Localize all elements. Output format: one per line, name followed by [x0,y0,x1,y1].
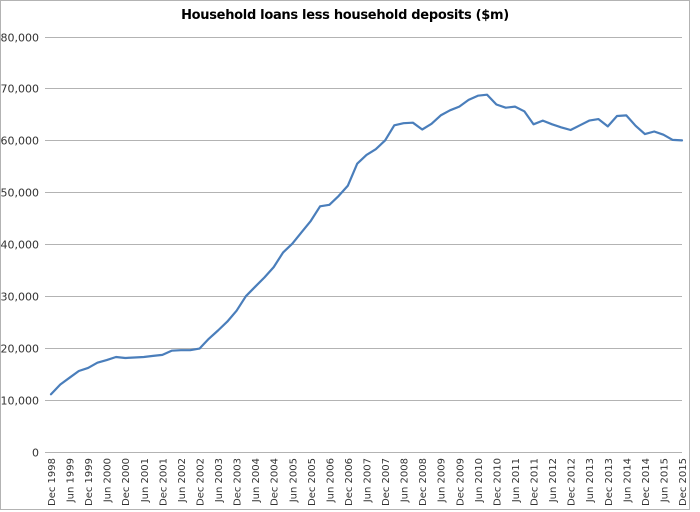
x-axis-labels: Dec 1998 Jun 1999 Dec 1999 Jun 2000 Dec 2000… [47,458,689,506]
x-tick-label: Dec 2000 [121,458,132,506]
x-tick-label: Jun 2008 [400,458,411,503]
x-tick-label: Jun 2007 [363,458,374,503]
y-axis-labels: 0 10,000 20,000 30,000 40,000 50,000 60,000 70,… [1,32,40,460]
x-tick-label: Jun 1999 [66,458,77,503]
x-tick-label: Dec 2002 [195,458,206,506]
y-tick-label: 60,000 [1,135,40,148]
x-tick-label: Jun 2015 [659,458,670,503]
x-tick-label: Dec 2014 [641,458,652,506]
x-tick-label: Dec 2007 [381,458,392,506]
x-tick-label: Jun 2010 [474,458,485,503]
x-tick-label: Jun 2006 [325,458,336,503]
x-tick-label: Jun 2012 [548,458,559,503]
x-tick-label: Jun 2004 [251,458,262,503]
series-line [49,93,684,396]
y-tick-label: 20,000 [1,343,40,356]
x-tick-label: Dec 1999 [84,458,95,506]
x-tick-label: Jun 2003 [214,458,225,503]
x-tick-label: Jun 2000 [103,458,114,503]
y-tick-label: 40,000 [1,239,40,252]
x-tick-label: Jun 2002 [177,458,188,503]
x-tick-label: Dec 2015 [678,458,689,506]
chart-title: Household loans less household deposits … [181,8,509,23]
y-tick-label: 80,000 [1,32,40,45]
x-tick-label: Dec 2003 [233,458,244,506]
x-tick-label: Dec 2004 [270,458,281,506]
x-tick-label: Jun 2013 [585,458,596,503]
x-tick-label: Dec 2001 [158,458,169,506]
data-series [49,93,684,396]
x-tick-label: Jun 2001 [140,458,151,503]
x-tick-label: Dec 2013 [604,458,615,506]
x-tick-label: Dec 1998 [47,458,58,506]
y-tick-label: 10,000 [1,395,40,408]
x-tick-label: Dec 2012 [567,458,578,506]
y-tick-label: 30,000 [1,291,40,304]
x-tick-label: Dec 2005 [307,458,318,506]
x-tick-label: Jun 2005 [288,458,299,503]
gridlines [45,37,682,453]
y-tick-label: 70,000 [1,83,40,96]
x-tick-label: Dec 2008 [418,458,429,506]
x-tick-label: Dec 2006 [344,458,355,506]
x-tick-label: Jun 2009 [437,458,448,503]
x-tick-label: Jun 2011 [511,458,522,503]
y-tick-label: 50,000 [1,187,40,200]
x-tick-label: Dec 2010 [492,458,503,506]
y-tick-label: 0 [32,447,39,460]
x-tick-label: Dec 2009 [455,458,466,506]
x-tick-label: Dec 2011 [530,458,541,506]
x-tick-label: Jun 2014 [622,458,633,503]
